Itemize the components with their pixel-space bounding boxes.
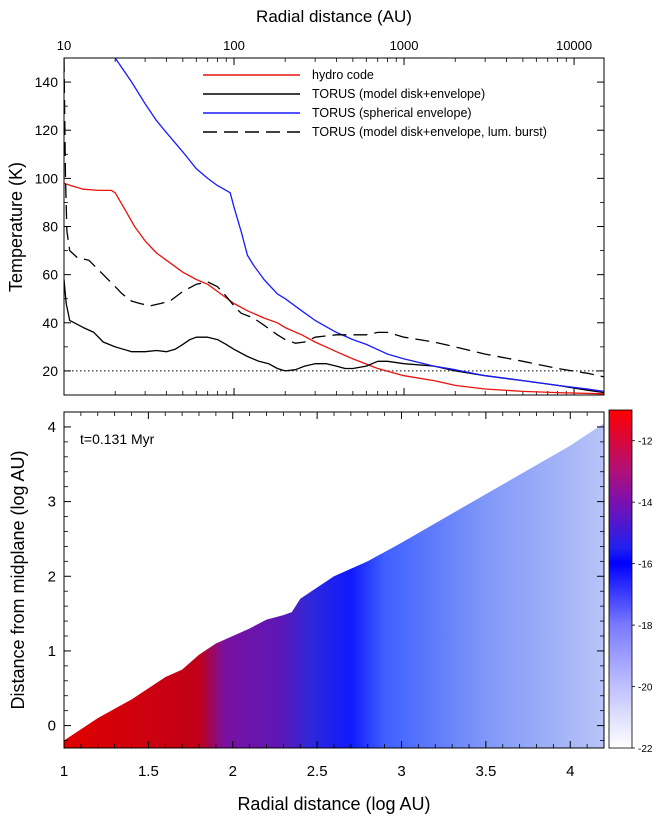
- top-x-axis-title: Radial distance (AU): [256, 7, 412, 26]
- top-y-tick-label: 60: [42, 267, 58, 283]
- top-panel: Radial distance (AU) 10 100 1000 10000 20 40…: [6, 7, 605, 396]
- top-x-tick-label: 10000: [556, 38, 592, 53]
- bottom-y-ticks: 0 1 2 3 4: [48, 419, 604, 741]
- series-line-2: [114, 58, 604, 393]
- bottom-x-tick-label: 1.5: [138, 763, 159, 780]
- top-x-ticks: 10 100 1000 10000: [57, 38, 592, 395]
- top-y-tick-label: 40: [42, 315, 58, 331]
- series-line-0: [64, 182, 604, 395]
- bottom-y-tick-label: 0: [48, 718, 56, 735]
- heatmap-region: [64, 423, 604, 748]
- bottom-y-tick-label: 4: [48, 419, 56, 436]
- legend: hydro code TORUS (model disk+envelope) TOR…: [203, 68, 547, 139]
- temperature-series: [64, 58, 604, 395]
- colorbar-tick-label: -18: [638, 621, 653, 632]
- bottom-panel: t=0.131 Myr 1 1.5 2 2.5 3 3.5 4 0 1 2 3 4 Radial d…: [8, 409, 653, 814]
- bottom-y-tick-label: 2: [48, 568, 56, 585]
- top-y-axis-title: Temperature (K): [6, 162, 26, 292]
- top-x-tick-label: 10: [57, 38, 71, 53]
- legend-label-2: TORUS (spherical envelope): [312, 106, 472, 120]
- bottom-x-axis-title: Radial distance (log AU): [237, 794, 430, 814]
- time-annotation: t=0.131 Myr: [80, 431, 155, 447]
- legend-label-3: TORUS (model disk+envelope, lum. burst): [312, 125, 547, 139]
- top-y-tick-label: 120: [35, 122, 59, 138]
- colorbar-tick-label: -22: [638, 744, 653, 755]
- colorbar-tick-label: -14: [638, 498, 653, 509]
- colorbar-ticks: -12 -14 -16 -18 -20 -22: [632, 437, 653, 755]
- colorbar: [608, 409, 633, 749]
- bottom-x-ticks: 1 1.5 2 2.5 3 3.5 4: [60, 412, 588, 780]
- legend-label-1: TORUS (model disk+envelope): [312, 87, 485, 101]
- bottom-x-tick-label: 1: [60, 763, 68, 780]
- bottom-x-tick-label: 4: [566, 763, 574, 780]
- colorbar-tick-label: -12: [638, 437, 653, 448]
- top-y-tick-label: 100: [35, 170, 59, 186]
- top-y-tick-label: 140: [35, 74, 59, 90]
- series-line-3: [64, 58, 604, 378]
- bottom-x-tick-label: 2.5: [307, 763, 328, 780]
- bottom-x-tick-label: 2: [229, 763, 237, 780]
- top-y-tick-label: 80: [42, 219, 58, 235]
- colorbar-tick-label: -20: [638, 683, 653, 694]
- top-x-tick-label: 100: [223, 38, 245, 53]
- series-line-1: [64, 279, 604, 394]
- legend-label-0: hydro code: [312, 68, 374, 82]
- bottom-x-tick-label: 3.5: [475, 763, 496, 780]
- top-y-tick-label: 20: [42, 363, 58, 379]
- bottom-x-tick-label: 3: [397, 763, 405, 780]
- top-y-ticks: 20 40 60 80 100 120 140: [35, 57, 604, 396]
- top-x-tick-label: 1000: [390, 38, 419, 53]
- colorbar-tick-label: -16: [638, 560, 653, 571]
- bottom-y-tick-label: 1: [48, 643, 56, 660]
- bottom-y-axis-title: Distance from midplane (log AU): [8, 450, 28, 709]
- bottom-y-tick-label: 3: [48, 494, 56, 511]
- top-plot-frame: [63, 57, 605, 396]
- bottom-plot-frame: [63, 411, 605, 749]
